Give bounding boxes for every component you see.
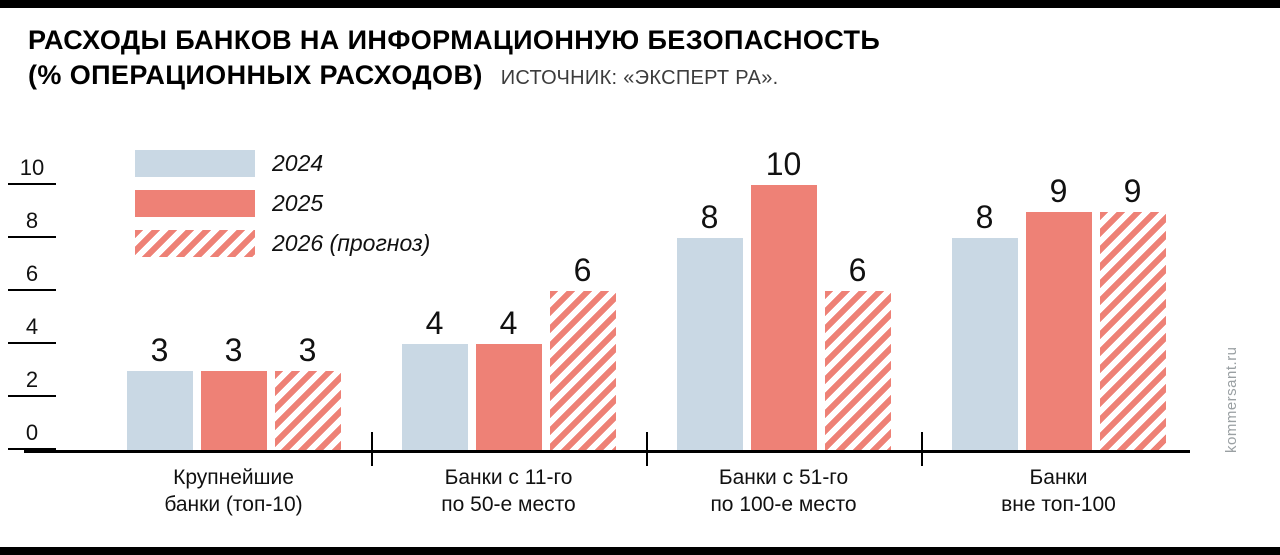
bar-group-4: 8 9 9 [921, 145, 1196, 450]
chart-header: РАСХОДЫ БАНКОВ НА ИНФОРМАЦИОННУЮ БЕЗОПАС… [28, 24, 880, 92]
bar-col-2025-group-3: 10 [750, 146, 817, 450]
bar-value-label: 9 [1049, 172, 1068, 209]
bar-value-label: 4 [499, 305, 518, 341]
y-tick-label-4: 4 [25, 314, 39, 339]
y-tick-2: 2 [8, 367, 56, 397]
bar-col-2024-group-2: 4 [401, 305, 468, 450]
x-category-label-line: Крупнейшие [173, 466, 294, 489]
group-separator-2 [646, 432, 648, 466]
legend-swatch-1 [135, 150, 255, 177]
bar-3-group-2 [549, 291, 616, 450]
x-category-label-line: по 50-е место [441, 493, 576, 516]
legend-swatch-3 [135, 230, 255, 257]
bar-3-group-3 [824, 291, 891, 450]
x-category-label-2: Банки с 11-го по 50-е место [371, 464, 646, 518]
chart-title-line-2: (% ОПЕРАЦИОННЫХ РАСХОДОВ) [28, 60, 483, 90]
chart-legend: 2024 2025 2026 (прогноз) [135, 150, 430, 270]
bar-2-group-3 [750, 185, 817, 450]
legend-label-1: 2024 [272, 150, 324, 176]
y-tick-label-8: 8 [25, 208, 39, 233]
bar-value-label: 3 [298, 331, 317, 368]
group-separator-1 [371, 432, 373, 466]
bar-value-label: 4 [425, 305, 444, 341]
y-tick-0: 0 [8, 420, 56, 450]
legend-row-1: 2024 [135, 150, 430, 177]
bar-value-label: 3 [150, 331, 169, 368]
y-tick-6: 6 [8, 261, 56, 291]
chart-source: ИСТОЧНИК: «ЭКСПЕРТ РА». [500, 67, 779, 89]
x-category-label-1: Крупнейшие банки (топ-10) [96, 464, 371, 518]
bar-2-group-4 [1025, 211, 1092, 450]
y-tick-10: 10 [8, 155, 56, 185]
bar-1-group-3 [676, 238, 743, 450]
x-category-label-line: вне топ-100 [1001, 493, 1116, 516]
y-tick-8: 8 [8, 208, 56, 238]
bottom-border-bar [0, 547, 1280, 555]
bar-group-1: 3 3 3 [96, 145, 371, 450]
bar-col-2024-group-4: 8 [951, 199, 1018, 450]
bar-col-2025-group-2: 4 [475, 305, 542, 450]
bar-1-group-2 [401, 344, 468, 450]
bar-col-2025-group-1: 3 [200, 331, 267, 450]
watermark: kommersant.ru [1223, 346, 1240, 453]
x-category-label-line: банки (топ-10) [164, 493, 303, 516]
x-category-label-4: Банки вне топ-100 [921, 464, 1196, 518]
group-separator-3 [921, 432, 923, 466]
x-category-label-line: по 100-е место [710, 493, 857, 516]
x-category-label-line: Банки с 11-го [444, 466, 573, 489]
bar-col-2024-group-1: 3 [126, 331, 193, 450]
bar-col-2026 (прогноз)-group-2: 6 [549, 252, 616, 450]
bar-1-group-1 [126, 370, 193, 450]
bar-value-label: 6 [573, 252, 592, 288]
bar-2-group-1 [200, 370, 267, 450]
y-tick-label-2: 2 [25, 367, 39, 392]
bar-1-group-4 [951, 238, 1018, 450]
bar-col-2024-group-3: 8 [676, 199, 743, 450]
bar-3-group-1 [274, 370, 341, 450]
x-category-label-line: Банки [1029, 466, 1088, 489]
bar-value-label: 9 [1123, 172, 1142, 209]
bar-col-2026 (прогноз)-group-4: 9 [1099, 172, 1166, 450]
x-axis-baseline [24, 450, 1190, 453]
chart-title-line-1: РАСХОДЫ БАНКОВ НА ИНФОРМАЦИОННУЮ БЕЗОПАС… [28, 25, 881, 55]
bar-group-2: 4 4 6 [371, 145, 646, 450]
legend-row-2: 2025 [135, 190, 430, 217]
bar-value-label: 8 [975, 199, 994, 235]
y-tick-label-0: 0 [25, 420, 39, 445]
x-category-label-line: Банки с 51-го [718, 466, 849, 489]
bar-col-2025-group-4: 9 [1025, 172, 1092, 450]
bar-2-group-2 [475, 344, 542, 450]
y-tick-label-6: 6 [25, 261, 39, 286]
bar-value-label: 6 [848, 252, 867, 288]
bar-value-label: 10 [765, 146, 802, 182]
top-border-bar [0, 0, 1280, 8]
bar-group-3: 8 10 6 [646, 145, 921, 450]
bar-col-2026 (прогноз)-group-3: 6 [824, 252, 891, 450]
x-category-label-3: Банки с 51-го по 100-е место [646, 464, 921, 518]
y-tick-4: 4 [8, 314, 56, 344]
bar-value-label: 3 [224, 331, 243, 368]
legend-swatch-2 [135, 190, 255, 217]
bar-col-2026 (прогноз)-group-1: 3 [274, 331, 341, 450]
y-axis: 0 2 4 6 8 10 [8, 145, 64, 450]
x-axis-labels: Крупнейшие банки (топ-10) Банки с 11-го по … [96, 464, 1196, 518]
bar-3-group-4 [1099, 211, 1166, 450]
bar-value-label: 8 [700, 199, 719, 235]
legend-label-3: 2026 (прогноз) [272, 230, 431, 256]
bar-chart-plot: 3 3 3 4 4 6 8 10 6 8 9 9 [96, 145, 1196, 450]
legend-label-2: 2025 [272, 190, 324, 216]
legend-row-3: 2026 (прогноз) [135, 230, 430, 257]
y-tick-label-10: 10 [19, 155, 45, 180]
